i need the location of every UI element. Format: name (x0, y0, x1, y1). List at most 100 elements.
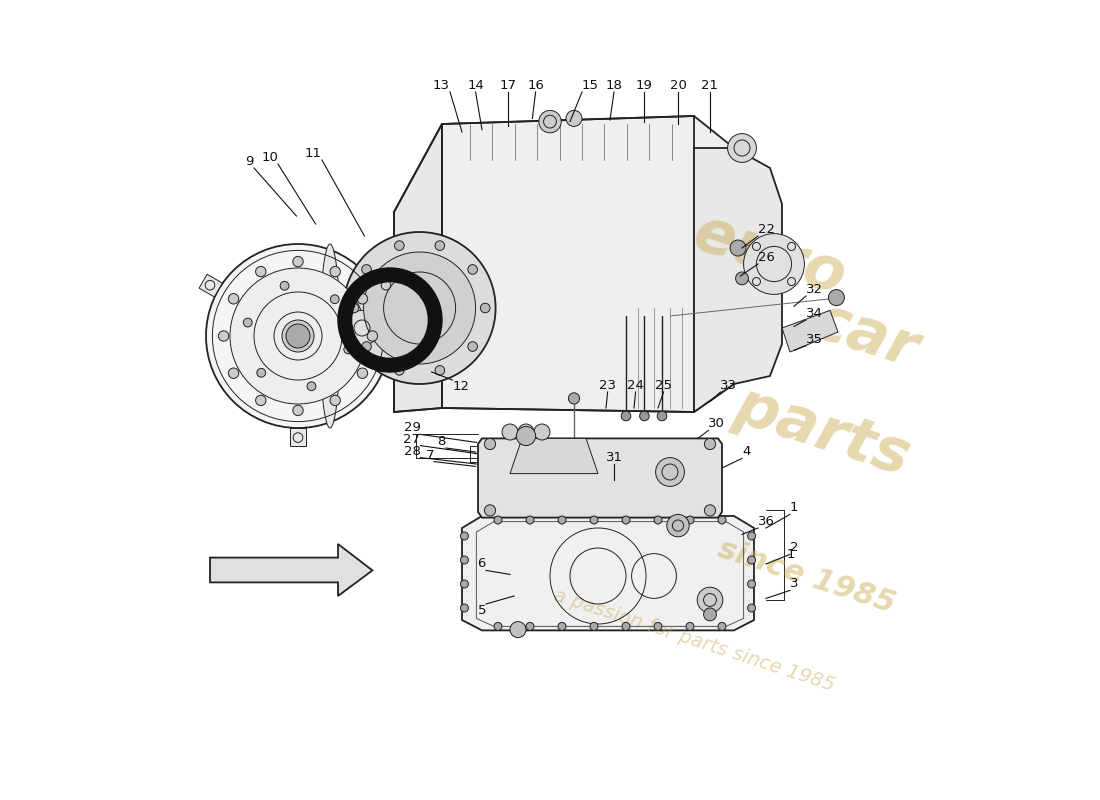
Circle shape (358, 368, 367, 378)
Text: 1: 1 (786, 548, 795, 561)
Text: 30: 30 (708, 418, 725, 430)
Circle shape (494, 622, 502, 630)
Circle shape (481, 303, 490, 313)
Text: 15: 15 (582, 79, 600, 92)
Circle shape (256, 368, 265, 377)
Text: 28: 28 (404, 445, 420, 458)
Circle shape (569, 393, 580, 404)
Circle shape (484, 438, 496, 450)
Circle shape (229, 294, 239, 304)
Circle shape (461, 604, 469, 612)
Polygon shape (394, 124, 442, 412)
Text: 34: 34 (806, 307, 823, 320)
Circle shape (697, 587, 723, 613)
Circle shape (206, 244, 390, 428)
Text: 27: 27 (404, 433, 420, 446)
Circle shape (510, 622, 526, 638)
Text: 23: 23 (600, 379, 616, 392)
Text: 10: 10 (261, 151, 278, 164)
Circle shape (736, 272, 748, 285)
Circle shape (230, 268, 366, 404)
Circle shape (657, 411, 667, 421)
Text: 33: 33 (720, 379, 737, 392)
Polygon shape (290, 428, 306, 446)
Polygon shape (510, 438, 598, 474)
Circle shape (730, 240, 746, 256)
Circle shape (566, 110, 582, 126)
Text: 21: 21 (702, 79, 718, 92)
Text: 2: 2 (790, 542, 799, 554)
Text: 7: 7 (426, 449, 434, 462)
Circle shape (656, 458, 684, 486)
Text: since 1985: since 1985 (714, 534, 899, 618)
Circle shape (293, 256, 304, 266)
Circle shape (828, 290, 845, 306)
Text: 29: 29 (404, 422, 420, 434)
Circle shape (395, 366, 404, 375)
Text: 26: 26 (758, 251, 774, 264)
Circle shape (330, 266, 340, 277)
Text: 19: 19 (636, 79, 652, 92)
Circle shape (280, 282, 289, 290)
Text: 14: 14 (468, 79, 484, 92)
Circle shape (727, 134, 757, 162)
Circle shape (468, 342, 477, 351)
Circle shape (748, 580, 756, 588)
Circle shape (518, 424, 534, 440)
Polygon shape (782, 310, 838, 352)
Circle shape (344, 345, 353, 354)
Text: 12: 12 (452, 380, 470, 393)
Text: 36: 36 (758, 515, 774, 528)
Text: 22: 22 (758, 223, 776, 236)
Text: 17: 17 (499, 79, 517, 92)
Circle shape (468, 265, 477, 274)
Circle shape (344, 310, 380, 346)
Text: car: car (805, 291, 926, 381)
Polygon shape (442, 116, 734, 412)
Text: 6: 6 (477, 558, 486, 570)
Text: 8: 8 (438, 435, 446, 448)
Circle shape (526, 622, 534, 630)
Circle shape (461, 556, 469, 564)
Circle shape (255, 266, 266, 277)
Circle shape (558, 622, 566, 630)
Circle shape (748, 604, 756, 612)
Text: 18: 18 (606, 79, 623, 92)
Circle shape (286, 324, 310, 348)
Text: 9: 9 (245, 155, 254, 168)
Circle shape (686, 516, 694, 524)
Text: 31: 31 (605, 451, 623, 464)
Circle shape (293, 406, 304, 416)
Circle shape (330, 395, 340, 406)
Circle shape (590, 516, 598, 524)
Circle shape (639, 411, 649, 421)
Circle shape (330, 295, 339, 304)
Circle shape (367, 331, 377, 341)
Text: 20: 20 (670, 79, 686, 92)
Circle shape (704, 505, 716, 516)
Circle shape (744, 234, 804, 294)
Text: 24: 24 (627, 379, 644, 392)
Circle shape (748, 556, 756, 564)
Circle shape (343, 232, 496, 384)
Circle shape (621, 622, 630, 630)
Circle shape (621, 411, 630, 421)
Circle shape (621, 516, 630, 524)
Polygon shape (694, 148, 782, 412)
Text: 1: 1 (790, 502, 799, 514)
Text: 5: 5 (477, 604, 486, 617)
Text: parts: parts (728, 376, 918, 488)
Circle shape (534, 424, 550, 440)
Circle shape (484, 505, 496, 516)
Circle shape (704, 438, 716, 450)
Text: 13: 13 (433, 79, 450, 92)
Circle shape (436, 241, 444, 250)
Circle shape (349, 303, 359, 313)
Circle shape (362, 265, 372, 274)
Circle shape (502, 424, 518, 440)
Circle shape (282, 320, 314, 352)
Circle shape (590, 622, 598, 630)
Polygon shape (210, 544, 373, 596)
Circle shape (539, 110, 561, 133)
Polygon shape (462, 516, 754, 630)
